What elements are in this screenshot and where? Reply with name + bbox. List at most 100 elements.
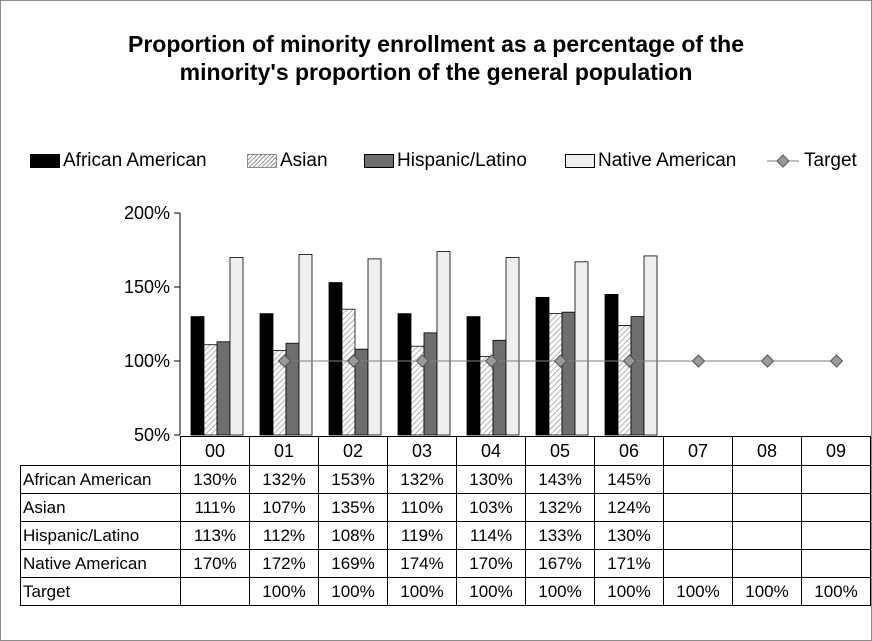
data-table-row-label: Native American [20, 549, 181, 578]
bar-african-american-03 [397, 313, 412, 436]
legend-label-native-american: Native American [598, 150, 737, 171]
data-table-cell: 100% [456, 577, 526, 606]
data-table: 00 01 02 03 04 05 06 07 08 09 African American 130… [20, 436, 871, 606]
data-table-cell [732, 465, 802, 494]
x-tick-label: 00 [180, 436, 250, 466]
data-table-cell: 112% [249, 521, 319, 550]
data-table-row: Asian 111% 107% 135% 110% 103% 132% 124% [20, 493, 871, 522]
x-tick-label: 02 [318, 436, 388, 466]
target-point [760, 354, 775, 368]
data-table-row-label: African American [20, 465, 181, 494]
data-table-cell: 100% [801, 577, 871, 606]
data-table-cell: 108% [318, 521, 388, 550]
bar-asian-02 [341, 308, 356, 436]
legend-item-native-american: Native American [565, 150, 736, 172]
data-table-cell: 130% [456, 465, 526, 494]
bar-native-american-02 [367, 258, 382, 436]
target-point [277, 354, 292, 368]
data-table-cell: 119% [387, 521, 457, 550]
bar-hispanic-latino-06 [630, 316, 645, 436]
data-table-cell: 132% [525, 493, 595, 522]
data-table-row: Target 100% 100% 100% 100% 100% 100% 100% 100% 10… [20, 577, 871, 606]
data-table-cell: 100% [732, 577, 802, 606]
data-table-cell: 100% [387, 577, 457, 606]
data-table-cell: 132% [387, 465, 457, 494]
y-tick-label: 100% [124, 351, 170, 371]
data-table-cell [663, 493, 733, 522]
legend-item-hispanic-latino: Hispanic/Latino [364, 150, 527, 172]
data-table-cell [663, 465, 733, 494]
legend-label-target: Target [804, 150, 857, 171]
x-tick-label: 09 [801, 436, 871, 466]
data-table-cell: 100% [525, 577, 595, 606]
data-table-row: Hispanic/Latino 113% 112% 108% 119% 114% 133% 1… [20, 521, 871, 550]
legend-label-asian: Asian [280, 150, 328, 171]
target-point [691, 354, 706, 368]
bar-native-american-06 [643, 255, 658, 436]
legend-swatch-target [767, 154, 799, 168]
bar-african-american-04 [466, 316, 481, 436]
bar-african-american-06 [604, 293, 619, 436]
x-tick-label: 07 [663, 436, 733, 466]
data-table-cell: 114% [456, 521, 526, 550]
bar-hispanic-latino-05 [561, 311, 576, 436]
chart-title: Proportion of minority enrollment as a p… [0, 30, 872, 86]
x-tick-label: 04 [456, 436, 526, 466]
data-table-row-label: Asian [20, 493, 181, 522]
x-tick-label: 05 [525, 436, 595, 466]
data-table-cell [732, 493, 802, 522]
data-table-cell: 135% [318, 493, 388, 522]
data-table-cell: 132% [249, 465, 319, 494]
target-point [346, 354, 361, 368]
bar-native-american-01 [298, 254, 313, 436]
data-table-cell: 167% [525, 549, 595, 578]
data-table-row-label: Target [20, 577, 181, 606]
data-table-cell: 100% [594, 577, 664, 606]
legend-swatch-native-american [565, 154, 595, 168]
legend-item-asian: Asian [247, 150, 328, 172]
bar-hispanic-latino-00 [216, 341, 231, 436]
data-table-corner [20, 436, 181, 466]
data-table-cell [663, 549, 733, 578]
bar-african-american-02 [328, 282, 343, 436]
bar-african-american-01 [259, 313, 274, 436]
data-table-row-label: Hispanic/Latino [20, 521, 181, 550]
data-table-cell: 170% [456, 549, 526, 578]
data-table-cell: 174% [387, 549, 457, 578]
data-table-cell: 124% [594, 493, 664, 522]
data-table-cell [732, 521, 802, 550]
data-table-cell: 170% [180, 549, 250, 578]
data-table-cell: 100% [249, 577, 319, 606]
data-table-cell: 172% [249, 549, 319, 578]
bar-hispanic-latino-01 [285, 342, 300, 436]
x-tick-label: 06 [594, 436, 664, 466]
data-table-cell: 169% [318, 549, 388, 578]
bar-native-american-04 [505, 256, 520, 436]
data-table-cell: 130% [594, 521, 664, 550]
legend-item-target: Target [765, 150, 857, 172]
data-table-cell: 100% [663, 577, 733, 606]
target-point [415, 354, 430, 368]
data-table-header-row: 00 01 02 03 04 05 06 07 08 09 [20, 436, 871, 466]
legend-label-hispanic-latino: Hispanic/Latino [397, 150, 527, 171]
data-table-cell: 110% [387, 493, 457, 522]
data-table-cell: 133% [525, 521, 595, 550]
data-table-cell: 145% [594, 465, 664, 494]
y-tick-label: 200% [124, 203, 170, 223]
data-table-cell: 143% [525, 465, 595, 494]
chart-title-line-1: Proportion of minority enrollment as a p… [128, 31, 744, 57]
data-table-cell: 100% [318, 577, 388, 606]
data-table-cell: 171% [594, 549, 664, 578]
legend: African American Asian Hispanic/Latino N… [0, 150, 872, 174]
bar-asian-05 [548, 313, 563, 436]
bar-asian-04 [479, 356, 494, 436]
target-point [829, 354, 844, 368]
x-tick-label: 01 [249, 436, 319, 466]
legend-swatch-hispanic-latino [364, 154, 394, 168]
x-tick-label: 03 [387, 436, 457, 466]
data-table-cell [663, 521, 733, 550]
y-tick-label: 150% [124, 277, 170, 297]
legend-swatch-african-american [30, 154, 60, 168]
legend-label-african-american: African American [63, 150, 207, 171]
